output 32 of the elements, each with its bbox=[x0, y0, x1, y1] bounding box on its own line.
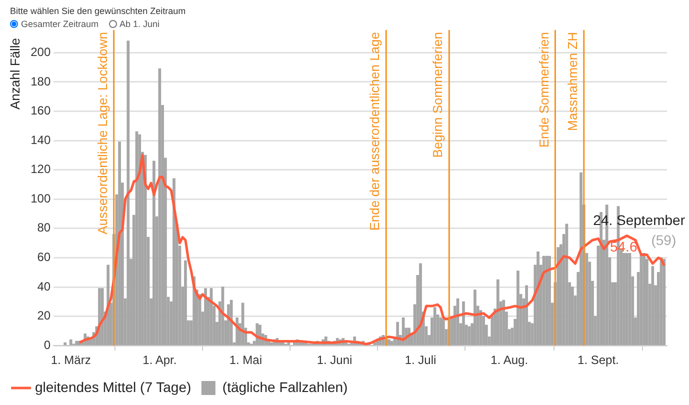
x-tick-label: 1. Juli bbox=[404, 353, 436, 368]
y-tick-label: 160 bbox=[30, 104, 51, 118]
text: Gesamter Zeitraum bbox=[21, 19, 99, 29]
y-tick-label: 140 bbox=[30, 132, 51, 147]
x-tick-label: 1. Aug. bbox=[490, 353, 528, 368]
ref-line-label: Ausserordentliche Lage: Lockdown bbox=[94, 32, 110, 234]
y-tick-label: 120 bbox=[30, 162, 51, 176]
x-tick-label: 1. Apr. bbox=[142, 353, 177, 368]
x-tick-label: 1. Juni bbox=[316, 353, 352, 368]
y-tick-label: 40 bbox=[37, 279, 51, 294]
x-tick-label: 1. Mai bbox=[229, 353, 262, 368]
y-tick-label: 80 bbox=[37, 220, 51, 235]
legend-label: gleitendes Mittel (7 Tage) bbox=[35, 378, 192, 395]
x-tick-label: 1. Sept. bbox=[578, 353, 619, 368]
y-tick-label: 100 bbox=[30, 191, 51, 206]
y-tick-label: 180 bbox=[30, 74, 51, 88]
ref-line-label: Ende Sommerferien bbox=[536, 32, 552, 148]
x-tick-label: 1. März bbox=[50, 353, 91, 368]
chart-title: Bitte wählen Sie den gewünschten Zeitraum bbox=[10, 6, 186, 16]
y-tick-label: 200 bbox=[30, 44, 51, 59]
y-tick-label: 60 bbox=[37, 250, 51, 264]
y-tick-label: 20 bbox=[37, 308, 51, 323]
legend-label: (tägliche Fallzahlen) bbox=[222, 378, 348, 395]
annotation: (59) bbox=[651, 232, 676, 248]
y-axis-title: Anzahl Fälle bbox=[7, 38, 22, 110]
ref-line-label: Massnahmen ZH bbox=[564, 32, 580, 131]
ref-line-label: Beginn Sommerferien bbox=[430, 32, 446, 158]
y-tick-label: 0 bbox=[44, 338, 51, 352]
annotation: 54.6 bbox=[610, 238, 638, 255]
annotation: 24. September bbox=[593, 212, 686, 228]
ref-line-label: Ende der ausserordentlichen Lage bbox=[367, 32, 382, 231]
text: Ab 1. Juni bbox=[120, 19, 160, 29]
